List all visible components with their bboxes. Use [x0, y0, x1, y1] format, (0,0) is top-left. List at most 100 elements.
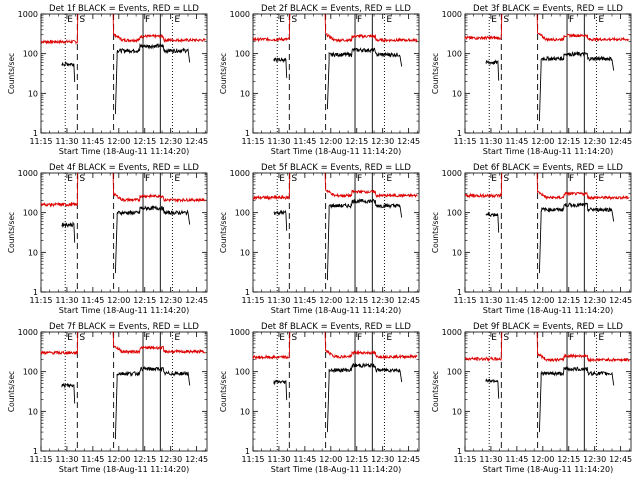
marker-label: F: [357, 174, 362, 184]
marker-label: E: [67, 174, 73, 184]
y-tick-label: 10: [28, 248, 38, 257]
panel-title: Det 7f BLACK = Events, RED = LLD: [49, 322, 199, 332]
lld-series-segment: [464, 172, 503, 199]
plot-frame: [464, 172, 632, 293]
panel-title: Det 9f BLACK = Events, RED = LLD: [473, 322, 623, 332]
x-tick-label: 12:15: [133, 137, 156, 146]
plot-frame: [464, 331, 632, 452]
lld-series-segment: [112, 13, 206, 44]
marker-label: F: [357, 333, 362, 343]
x-tick-label: 12:45: [609, 137, 632, 146]
marker-label: E: [491, 174, 497, 184]
events-series-segment: [114, 42, 191, 115]
marker-label: E: [279, 15, 285, 25]
y-axis-label: Counts/sec: [219, 53, 228, 94]
y-tick-label: 10: [452, 89, 462, 98]
x-tick-label: 11:30: [267, 137, 290, 146]
y-tick-label: 10: [28, 407, 38, 416]
y-tick-label: 10: [452, 407, 462, 416]
x-tick-label: 12:15: [557, 455, 580, 464]
x-tick-label: 12:00: [531, 455, 554, 464]
x-tick-label: 12:00: [319, 137, 342, 146]
x-tick-label: 11:45: [81, 137, 104, 146]
marker-label: S: [291, 174, 297, 184]
marker-label: S: [503, 333, 509, 343]
events-series-segment: [273, 209, 288, 231]
x-tick-label: 12:00: [531, 296, 554, 305]
lld-series-segment: [112, 331, 206, 355]
panel-7: Det 7f BLACK = Events, RED = LLD 1 10 100 10…: [7, 322, 208, 474]
lld-series-segment: [464, 13, 503, 41]
x-tick-label: 11:15: [453, 455, 476, 464]
y-axis-label: Counts/sec: [219, 212, 228, 253]
x-tick-label: 11:30: [267, 296, 290, 305]
marker-label: E: [491, 15, 497, 25]
lld-series-segment: [464, 331, 503, 363]
panel-2: Det 2f BLACK = Events, RED = LLD 1 10 100 10…: [219, 4, 420, 156]
marker-label: F: [145, 333, 150, 343]
panel-6: Det 6f BLACK = Events, RED = LLD 1 10 100 10…: [431, 163, 632, 315]
lld-series-segment: [112, 172, 206, 203]
events-series-segment: [538, 202, 615, 274]
x-axis-label: Start Time (18-Aug-11 11:14:20): [271, 465, 402, 474]
marker-label: F: [357, 15, 362, 25]
x-tick-label: 11:45: [505, 137, 528, 146]
events-series-segment: [61, 221, 76, 243]
y-tick-label: 1: [245, 129, 250, 138]
x-tick-label: 12:45: [397, 455, 420, 464]
marker-label: F: [145, 15, 150, 25]
events-series-segment: [485, 211, 500, 233]
x-tick-label: 12:30: [371, 137, 394, 146]
plot-frame: [40, 331, 208, 452]
x-tick-label: 11:15: [241, 455, 264, 464]
lld-series-segment: [536, 13, 630, 43]
events-series-segment: [538, 366, 615, 433]
marker-label: S: [79, 15, 85, 25]
y-tick-label: 1000: [230, 169, 250, 178]
x-tick-label: 12:30: [583, 296, 606, 305]
x-tick-label: 12:45: [397, 137, 420, 146]
marker-label: E: [279, 333, 285, 343]
y-tick-label: 1: [33, 129, 38, 138]
lld-series-segment: [536, 172, 630, 201]
lld-series-segment: [252, 172, 291, 201]
panel-title: Det 1f BLACK = Events, RED = LLD: [49, 4, 199, 14]
x-tick-label: 11:15: [29, 455, 52, 464]
marker-label: S: [503, 15, 509, 25]
x-tick-label: 12:45: [609, 296, 632, 305]
x-tick-label: 12:00: [319, 455, 342, 464]
x-tick-label: 11:15: [241, 137, 264, 146]
y-axis-label: Counts/sec: [7, 371, 16, 412]
x-tick-label: 12:15: [345, 137, 368, 146]
x-tick-label: 11:30: [55, 455, 78, 464]
x-tick-label: 12:30: [371, 455, 394, 464]
marker-label: E: [174, 174, 180, 184]
marker-label: E: [598, 174, 604, 184]
marker-label: S: [79, 333, 85, 343]
events-series-segment: [114, 365, 191, 440]
marker-label: E: [491, 333, 497, 343]
marker-label: S: [291, 15, 297, 25]
y-tick-label: 1000: [442, 169, 462, 178]
lld-series-segment: [324, 172, 418, 199]
x-tick-label: 12:00: [319, 296, 342, 305]
y-tick-label: 10: [240, 407, 250, 416]
events-series-segment: [485, 378, 500, 399]
lld-series-segment: [324, 331, 418, 360]
marker-label: E: [174, 333, 180, 343]
y-tick-label: 1000: [230, 328, 250, 337]
y-tick-label: 1: [33, 288, 38, 297]
x-tick-label: 12:30: [371, 296, 394, 305]
panel-title: Det 8f BLACK = Events, RED = LLD: [261, 322, 411, 332]
y-axis-label: Counts/sec: [219, 371, 228, 412]
y-axis-label: Counts/sec: [431, 212, 440, 253]
panel-9: Det 9f BLACK = Events, RED = LLD 1 10 100 10…: [431, 322, 632, 474]
y-tick-label: 1000: [18, 169, 38, 178]
marker-label: E: [598, 333, 604, 343]
x-tick-label: 11:30: [479, 137, 502, 146]
marker-label: E: [174, 15, 180, 25]
x-tick-label: 11:15: [29, 137, 52, 146]
panel-8: Det 8f BLACK = Events, RED = LLD 1 10 100 10…: [219, 322, 420, 474]
plot-frame: [40, 172, 208, 293]
